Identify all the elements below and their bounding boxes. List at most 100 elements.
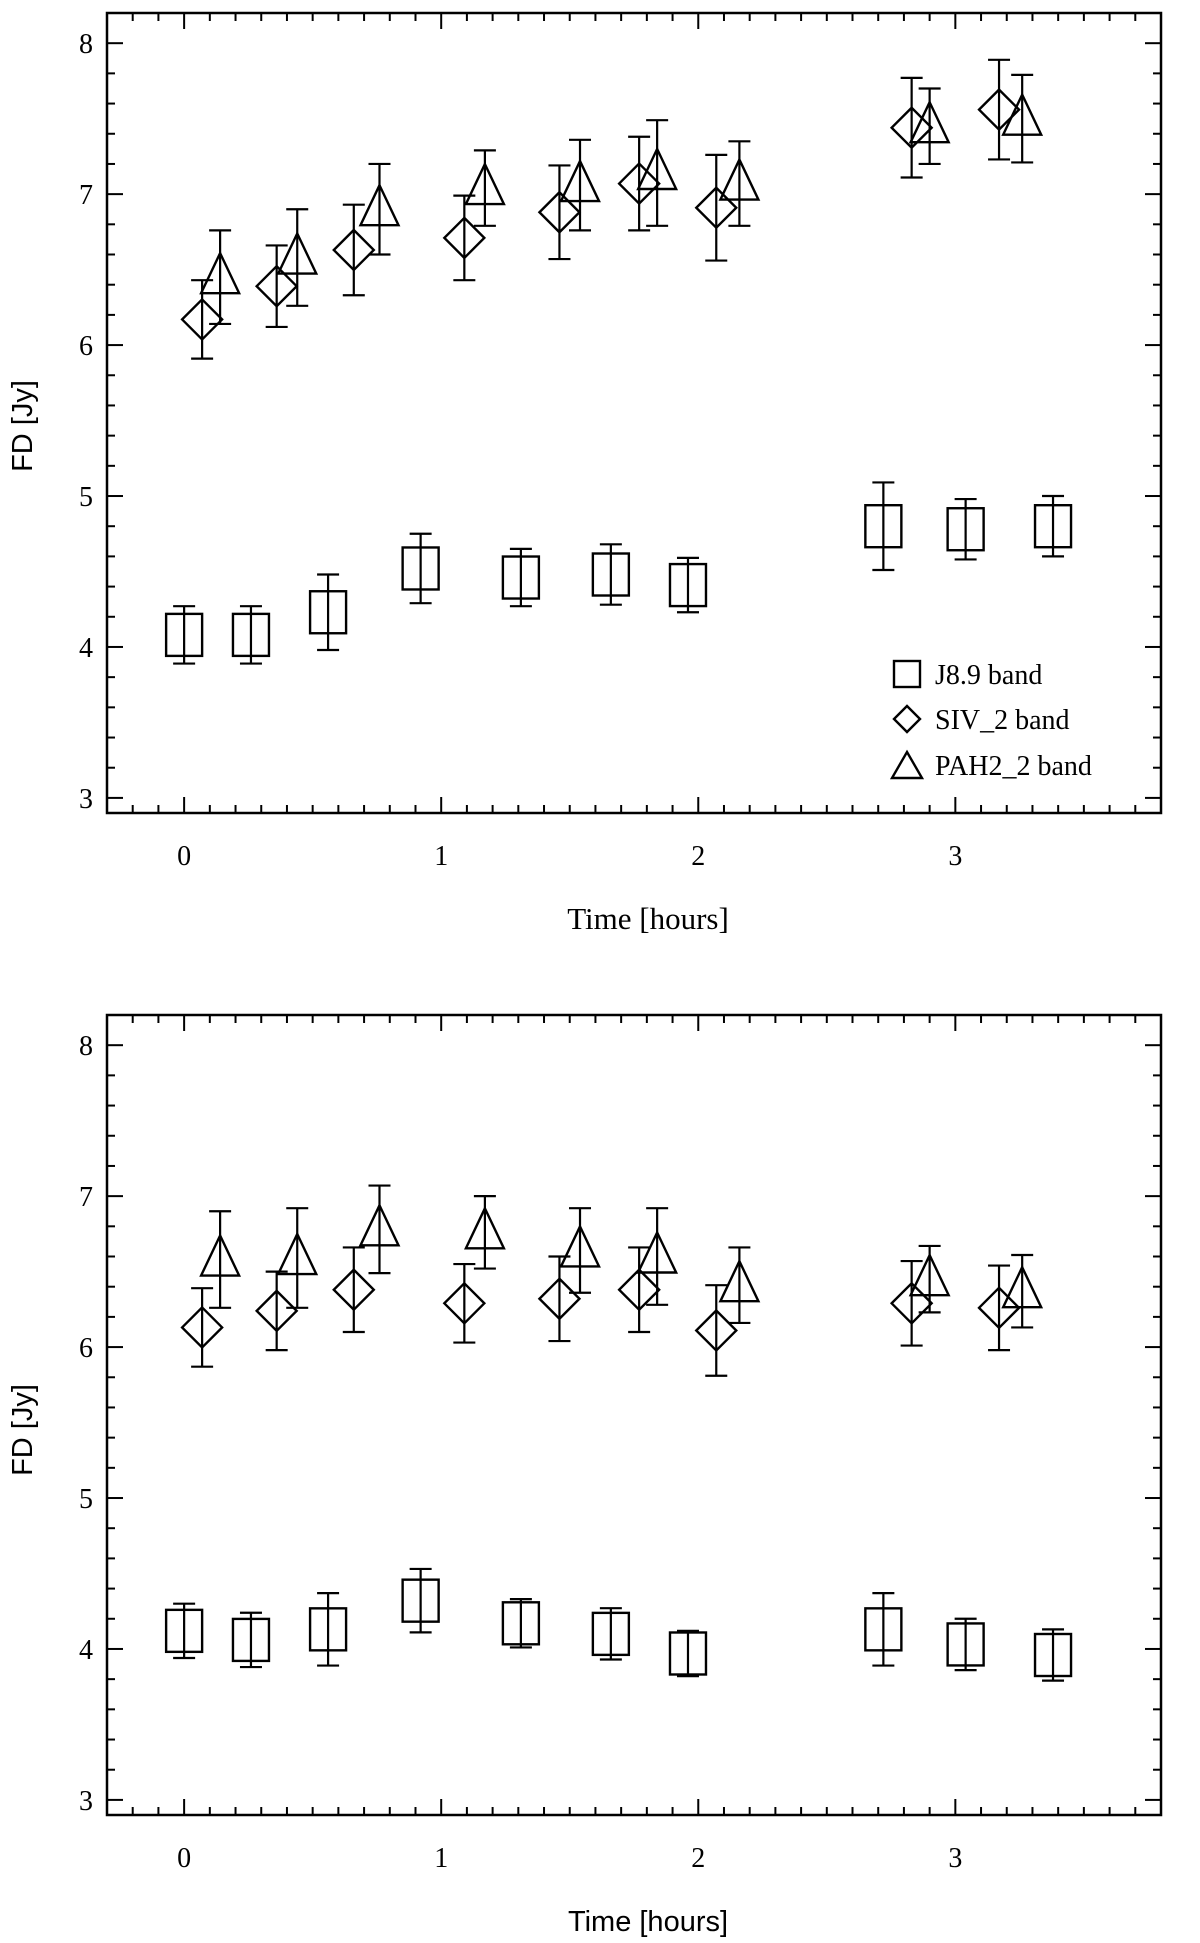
bottom-j89-square-point	[164, 1608, 204, 1654]
bottom-siv2-errorbar	[453, 1262, 476, 1344]
top-y-tick-label: 7	[79, 180, 93, 211]
bottom-j89-errorbar	[599, 1607, 622, 1661]
top-siv2-errorbar	[265, 244, 288, 329]
top-y-axis-label: FD [Jy]	[7, 380, 39, 472]
bottom-j89-errorbar	[676, 1629, 699, 1678]
top-siv2-diamond-point	[617, 161, 661, 206]
bottom-y-axis-label: FD [Jy]	[7, 1384, 39, 1476]
bottom-siv2-errorbar	[705, 1284, 728, 1377]
top-j89-errorbar	[173, 605, 196, 665]
bottom-pah22-errorbar	[286, 1207, 309, 1309]
bottom-y-tick-label: 5	[79, 1484, 93, 1515]
bottom-j89-errorbar	[239, 1611, 262, 1669]
top-j89-errorbar	[317, 573, 340, 652]
bottom-j89-square-point	[591, 1611, 631, 1657]
top-j89-square-point	[164, 612, 204, 658]
top-siv2-errorbar	[900, 76, 923, 179]
top-siv2-diamond-point	[254, 264, 299, 308]
top-siv2-errorbar	[988, 58, 1011, 161]
top-j89-errorbar	[676, 556, 699, 614]
top-y-tick-label: 3	[79, 784, 93, 815]
top-siv2-errorbar	[628, 135, 651, 232]
top-pah22-errorbar	[646, 119, 669, 227]
top-siv2-diamond-point	[694, 186, 738, 230]
top-j89-square-point	[668, 562, 708, 608]
top-pah22-errorbar	[569, 138, 592, 232]
bottom-j89-square-point	[1033, 1632, 1073, 1678]
top-siv2-diamond-point	[442, 216, 487, 260]
bottom-siv2-errorbar	[265, 1270, 288, 1352]
top-siv2-diamond-point	[977, 87, 1021, 132]
legend-triangle-marker	[889, 749, 925, 780]
bottom-pah22-triangle-point	[718, 1258, 761, 1303]
bottom-siv2-errorbar	[988, 1264, 1011, 1352]
bottom-panel: Time [hours] FD [Jy] 0 1 2 3 3 4 5 6 7 8	[7, 1013, 1163, 1938]
bottom-siv2-errorbar	[900, 1259, 923, 1347]
bottom-siv2-errorbar	[548, 1255, 571, 1343]
bottom-x-tick-label: 0	[177, 1843, 191, 1874]
bottom-pah22-triangle-point	[358, 1202, 401, 1247]
top-siv2-diamond-point	[537, 190, 582, 234]
legend-square-marker	[892, 659, 922, 689]
top-pah22-triangle-point	[358, 182, 401, 227]
legend-label-siv2: SIV_2 band	[935, 705, 1070, 736]
top-j89-square-point	[946, 507, 985, 552]
bottom-j89-errorbar	[954, 1617, 977, 1672]
bottom-x-tick-label: 1	[434, 1843, 448, 1874]
bottom-j89-errorbar	[173, 1602, 196, 1660]
top-pah22-errorbar	[209, 229, 232, 326]
bottom-siv2-diamond-point	[977, 1286, 1021, 1330]
bottom-pah22-triangle-point	[559, 1223, 601, 1268]
bottom-j89-square-point	[668, 1631, 708, 1676]
top-x-tick-label: 1	[434, 841, 448, 872]
bottom-pah22-triangle-point	[276, 1231, 319, 1276]
bottom-siv2-diamond-point	[617, 1268, 661, 1312]
top-siv2-errorbar	[705, 153, 728, 262]
top-pah22-errorbar	[1011, 73, 1034, 164]
bottom-j89-square-point	[308, 1607, 348, 1652]
bottom-pah22-triangle-point	[636, 1229, 679, 1274]
bottom-pah22-errorbar	[646, 1207, 669, 1306]
top-j89-square-point	[308, 590, 348, 635]
bottom-j89-square-point	[501, 1601, 541, 1646]
top-y-tick-label: 5	[79, 482, 93, 513]
top-siv2-errorbar	[453, 194, 476, 282]
bottom-siv2-errorbar	[628, 1246, 651, 1334]
bottom-y-tick-label: 3	[79, 1786, 93, 1817]
bottom-siv2-diamond-point	[254, 1289, 299, 1333]
bottom-j89-errorbar	[1042, 1628, 1065, 1682]
top-pah22-triangle-point	[636, 146, 679, 191]
bottom-y-tick-label: 4	[79, 1635, 93, 1666]
bottom-pah22-triangle-point	[199, 1232, 242, 1277]
top-j89-square-point	[501, 555, 541, 600]
bottom-x-axis-label: Time [hours]	[568, 1906, 728, 1938]
bottom-j89-square-point	[231, 1617, 271, 1663]
legend-diamond-marker	[892, 704, 922, 734]
top-x-tick-label: 3	[948, 841, 962, 872]
bottom-pah22-errorbar	[209, 1210, 232, 1309]
top-plot-frame	[105, 11, 1163, 815]
top-y-tick-label: 6	[79, 331, 93, 362]
top-pah22-triangle-point	[718, 156, 761, 201]
top-x-axis-label: Time [hours]	[567, 901, 729, 936]
bottom-j89-errorbar	[509, 1598, 532, 1649]
top-j89-errorbar	[872, 481, 895, 572]
bottom-j89-errorbar	[317, 1592, 340, 1667]
bottom-x-tick-label: 2	[691, 1843, 705, 1874]
legend-label-pah22: PAH2_2 band	[935, 751, 1092, 782]
top-j89-square-point	[401, 546, 440, 591]
bottom-j89-square-point	[946, 1622, 985, 1667]
top-pah22-triangle-point	[276, 230, 319, 275]
bottom-y-tick-label: 6	[79, 1333, 93, 1364]
top-x-tick-label: 0	[177, 841, 191, 872]
top-pah22-triangle-point	[559, 158, 601, 203]
top-siv2-diamond-point	[332, 228, 376, 272]
bottom-siv2-diamond-point	[442, 1281, 487, 1325]
bottom-x-tick-label: 3	[948, 1843, 962, 1874]
bottom-siv2-errorbar	[191, 1287, 214, 1368]
top-siv2-errorbar	[342, 203, 365, 297]
bottom-j89-square-point	[401, 1578, 440, 1623]
bottom-pah22-errorbar	[569, 1207, 592, 1294]
top-siv2-diamond-point	[180, 297, 224, 342]
